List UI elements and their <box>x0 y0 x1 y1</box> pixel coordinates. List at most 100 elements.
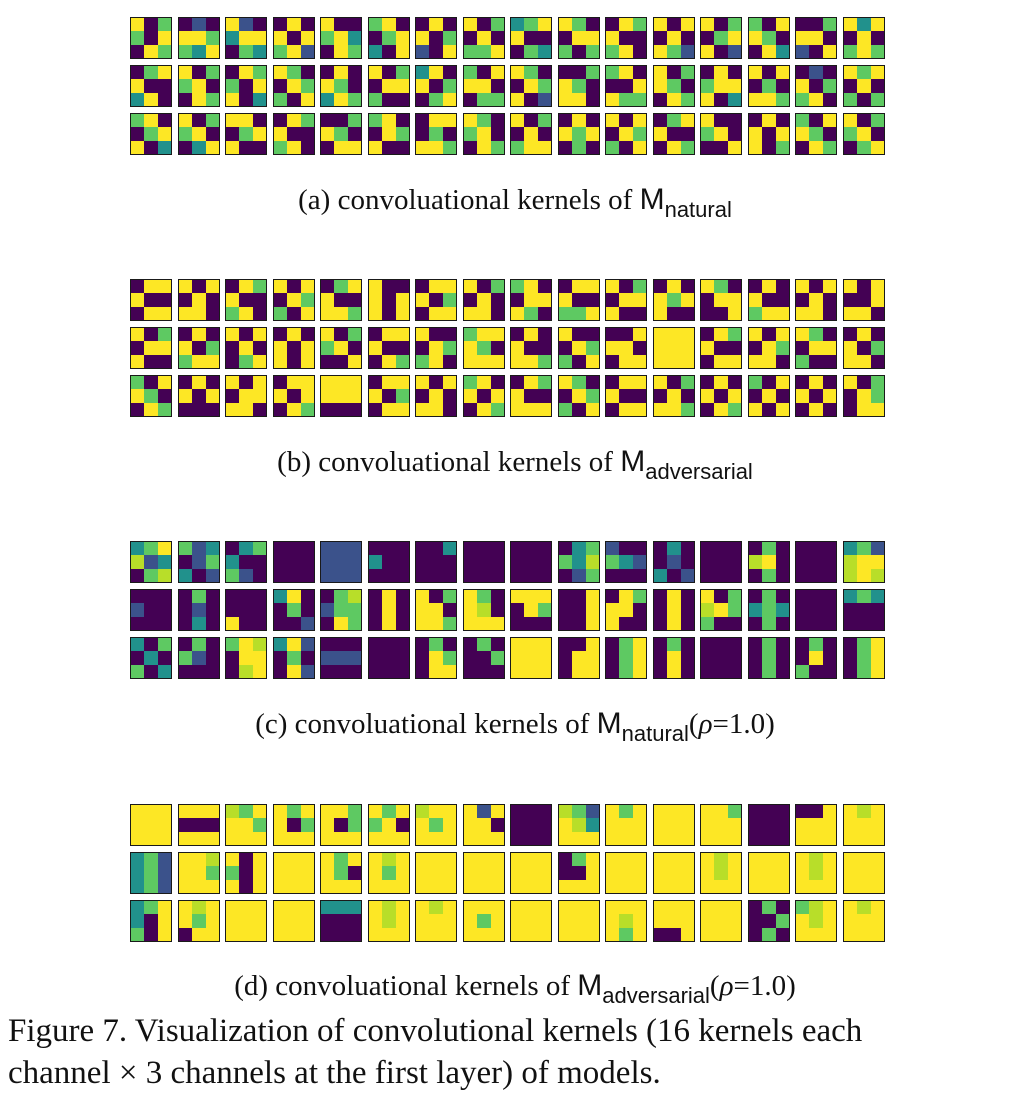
kernel-cell <box>762 914 776 928</box>
kernel-cell <box>287 818 301 832</box>
kernel-cell <box>572 280 586 294</box>
kernel-cell <box>559 341 573 355</box>
kernel-cell <box>585 805 599 819</box>
kernel <box>178 541 220 583</box>
kernel-cell <box>632 66 646 80</box>
kernel-cell <box>762 616 776 630</box>
kernel-cell <box>762 280 776 294</box>
kernel-cell <box>537 92 551 106</box>
model-symbol: M <box>620 445 646 478</box>
kernel-cell <box>775 31 789 45</box>
kernel-cell <box>464 603 478 617</box>
kernel <box>510 327 552 369</box>
kernel-cell <box>477 651 491 665</box>
kernel-cell <box>477 354 491 368</box>
kernel-cell <box>395 376 409 390</box>
kernel-cell <box>667 616 681 630</box>
kernel-cell <box>822 879 836 893</box>
kernel-cell <box>369 853 383 867</box>
kernel-cell <box>274 66 288 80</box>
kernel-cell <box>192 927 206 941</box>
kernel <box>463 65 505 107</box>
kernel-cell <box>131 542 145 556</box>
kernel-cell <box>559 542 573 556</box>
kernel-cell <box>727 341 741 355</box>
kernel-cell <box>287 590 301 604</box>
kernel-cell <box>334 805 348 819</box>
kernel-cell <box>727 66 741 80</box>
kernel-cell <box>632 341 646 355</box>
kernel-cell <box>334 114 348 128</box>
kernel-cell <box>585 376 599 390</box>
kernel-cell <box>226 328 240 342</box>
kernel <box>558 327 600 369</box>
kernel-cell <box>701 114 715 128</box>
kernel-cell <box>727 879 741 893</box>
kernel-cell <box>300 389 314 403</box>
kernel <box>273 541 315 583</box>
kernel-cell <box>131 92 145 106</box>
kernel-cell <box>701 402 715 416</box>
kernel-cell <box>524 879 538 893</box>
kernel-cell <box>870 853 884 867</box>
kernel-cell <box>490 306 504 320</box>
kernel-cell <box>131 590 145 604</box>
kernel-cell <box>585 664 599 678</box>
kernel-cell <box>300 616 314 630</box>
kernel-cell <box>205 140 219 154</box>
kernel-cell <box>714 306 728 320</box>
kernel-cell <box>701 568 715 582</box>
kernel-cell <box>347 914 361 928</box>
kernel-cell <box>762 341 776 355</box>
kernel-cell <box>857 879 871 893</box>
subcaption-c: (c) convoluational kernels of Mnatural(ρ… <box>0 707 1030 746</box>
kernel <box>653 65 695 107</box>
subcaption-a: (a) convoluational kernels of Mnatural <box>0 183 1030 222</box>
kernel-cell <box>654 927 668 941</box>
kernel-cell <box>464 18 478 32</box>
kernel-cell <box>606 79 620 93</box>
kernel-cell <box>464 328 478 342</box>
kernel-cell <box>749 651 763 665</box>
kernel-cell <box>714 927 728 941</box>
kernel-cell <box>464 389 478 403</box>
kernel <box>653 375 695 417</box>
kernel <box>510 17 552 59</box>
kernel-cell <box>416 853 430 867</box>
kernel-cell <box>524 328 538 342</box>
kernel-cell <box>429 341 443 355</box>
kernel-cell <box>796 616 810 630</box>
kernel-cell <box>274 402 288 416</box>
kernel-cell <box>369 79 383 93</box>
kernel-cell <box>714 127 728 141</box>
kernel-cell <box>416 376 430 390</box>
kernel-cell <box>619 603 633 617</box>
kernel-cell <box>192 127 206 141</box>
kernel-cell <box>762 92 776 106</box>
kernel-cell <box>429 831 443 845</box>
kernel-cell <box>701 831 715 845</box>
kernel-cell <box>347 31 361 45</box>
kernel-cell <box>667 354 681 368</box>
kernel-cell <box>559 18 573 32</box>
kernel-cell <box>192 805 206 819</box>
kernel-cell <box>701 616 715 630</box>
kernel-cell <box>464 927 478 941</box>
kernel-cell <box>347 389 361 403</box>
kernel-cell <box>857 542 871 556</box>
kernel-cell <box>844 927 858 941</box>
kernel-cell <box>572 328 586 342</box>
kernel-cell <box>429 293 443 307</box>
kernel-cell <box>654 79 668 93</box>
kernel-cell <box>477 114 491 128</box>
kernel-cell <box>395 140 409 154</box>
kernel <box>843 541 885 583</box>
kernel <box>653 852 695 894</box>
kernel-cell <box>775 664 789 678</box>
kernel-cell <box>844 542 858 556</box>
kernel-cell <box>749 44 763 58</box>
kernel-cell <box>321 568 335 582</box>
kernel-cell <box>606 542 620 556</box>
kernel-cell <box>701 92 715 106</box>
kernel-cell <box>157 853 171 867</box>
